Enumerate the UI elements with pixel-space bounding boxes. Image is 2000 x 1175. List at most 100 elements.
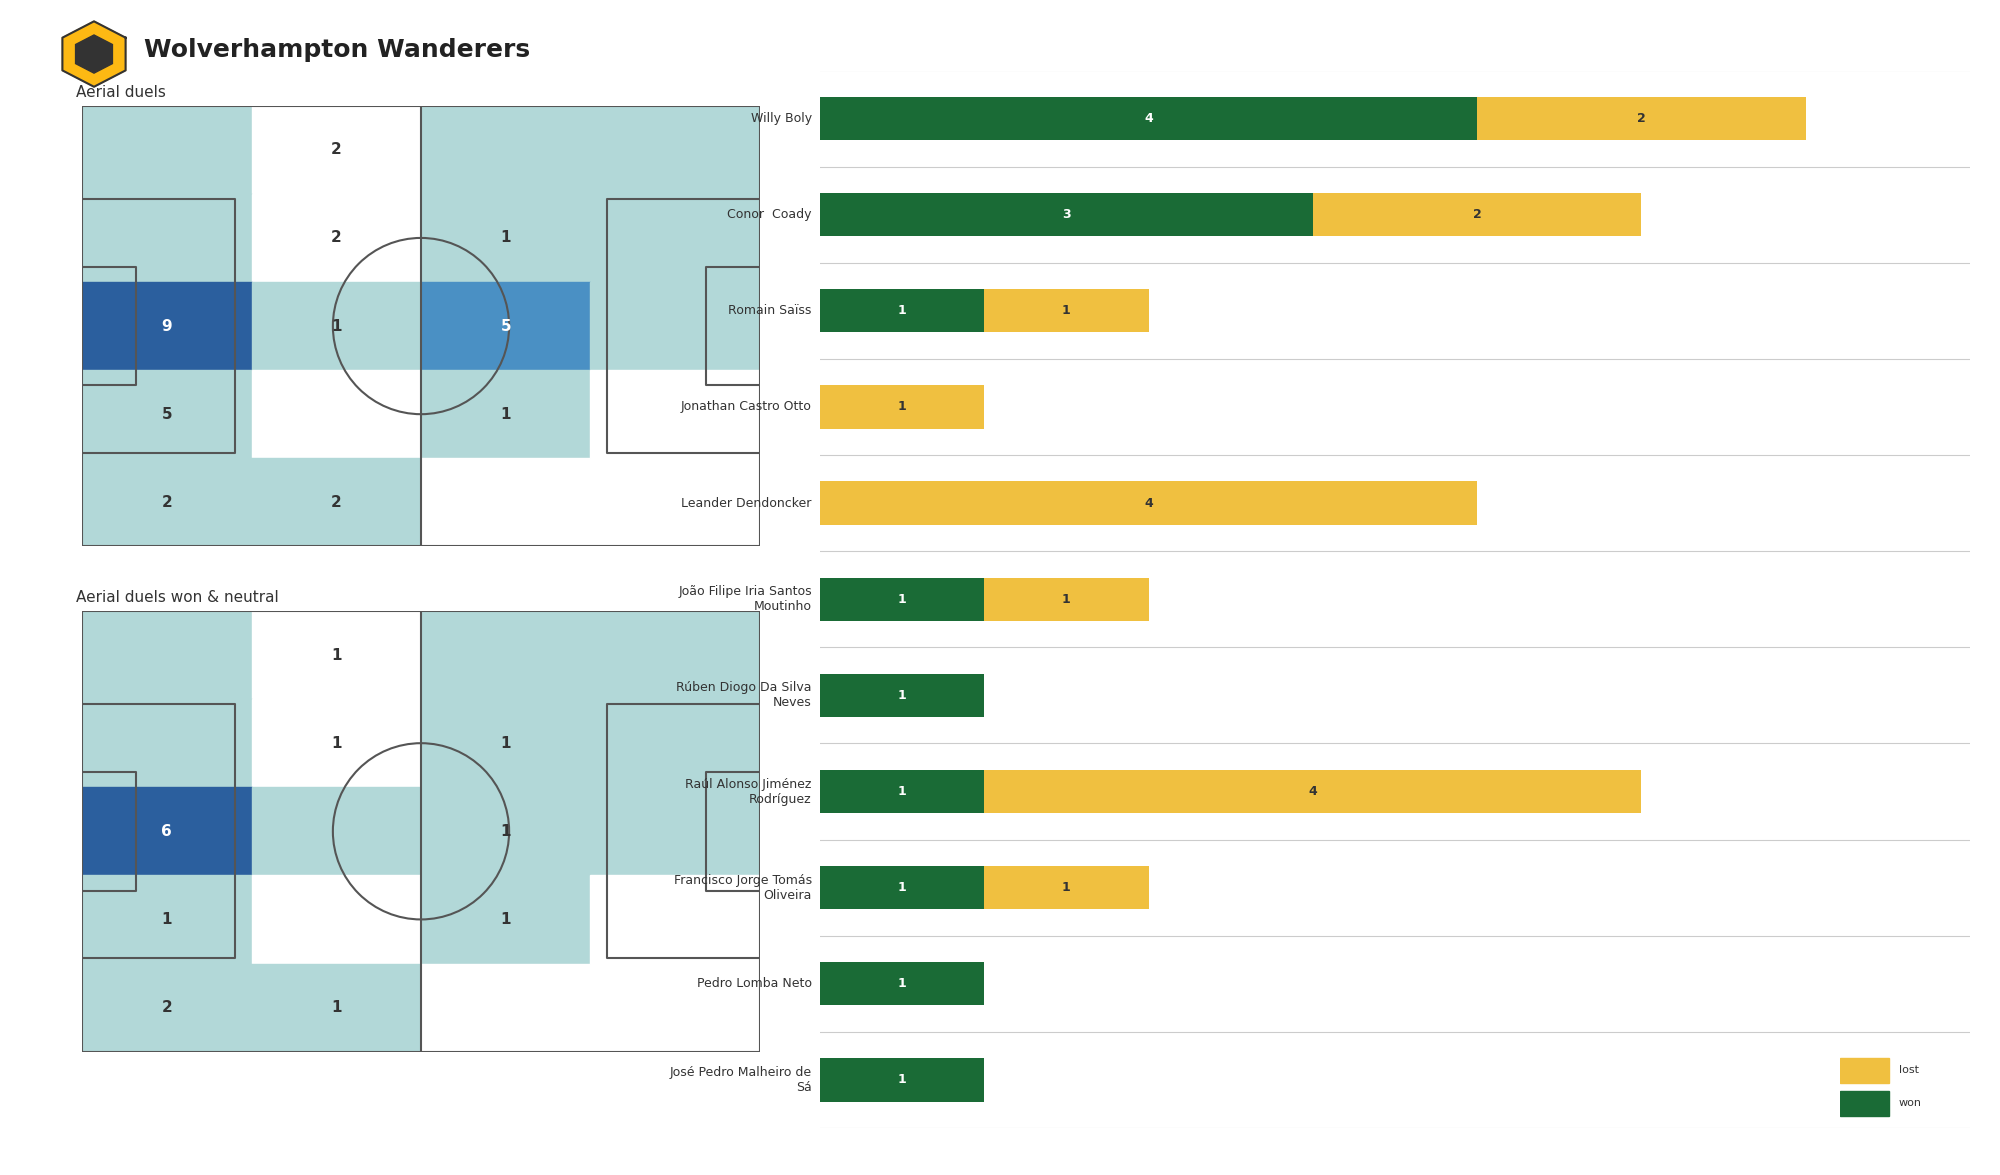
Text: 2: 2 [330, 230, 342, 246]
Bar [820, 962, 984, 1006]
Text: 1: 1 [898, 881, 906, 894]
Bar [590, 699, 760, 787]
Text: 2: 2 [330, 142, 342, 157]
Text: 1: 1 [500, 824, 510, 839]
Text: 1: 1 [500, 736, 510, 751]
Bar [420, 370, 590, 458]
Polygon shape [62, 21, 126, 87]
Text: 1: 1 [898, 304, 906, 317]
Bar [984, 578, 1148, 620]
Text: won: won [1898, 1099, 1922, 1108]
Bar [590, 963, 760, 1052]
Text: 2: 2 [162, 1000, 172, 1015]
Text: 5: 5 [500, 318, 512, 334]
Bar [590, 458, 760, 546]
Text: 1: 1 [898, 592, 906, 606]
Text: 1: 1 [332, 318, 342, 334]
Bar [82, 370, 252, 458]
Text: 1: 1 [1062, 304, 1070, 317]
Bar [820, 482, 1478, 525]
Bar [590, 875, 760, 964]
Text: 3: 3 [1062, 208, 1070, 221]
Bar [82, 106, 252, 194]
Text: 4: 4 [1144, 497, 1152, 510]
Text: João Filipe Iria Santos
Moutinho: João Filipe Iria Santos Moutinho [678, 585, 812, 613]
Bar [82, 611, 252, 699]
Bar [1478, 98, 1806, 140]
Text: 9: 9 [162, 318, 172, 334]
Text: 1: 1 [898, 978, 906, 991]
Text: Francisco Jorge Tomás
Oliveira: Francisco Jorge Tomás Oliveira [674, 874, 812, 901]
Bar [1840, 1090, 1888, 1116]
Bar [820, 289, 984, 333]
Text: Wolverhampton Wanderers: Wolverhampton Wanderers [144, 38, 530, 61]
Text: Aerial duels won & neutral: Aerial duels won & neutral [76, 590, 278, 605]
Text: Jonathan Castro Otto: Jonathan Castro Otto [680, 401, 812, 414]
Bar [820, 385, 984, 429]
Bar [590, 106, 760, 194]
Text: 2: 2 [1638, 112, 1646, 125]
Bar [590, 611, 760, 699]
Bar [420, 611, 590, 699]
Text: 1: 1 [898, 689, 906, 701]
Bar [590, 370, 760, 458]
Bar [252, 699, 420, 787]
Bar [820, 1059, 984, 1102]
Bar [590, 282, 760, 370]
Text: 4: 4 [1144, 112, 1152, 125]
Text: 1: 1 [332, 1000, 342, 1015]
Bar [82, 963, 252, 1052]
Bar [820, 770, 984, 813]
Bar [82, 875, 252, 964]
Text: 1: 1 [898, 785, 906, 798]
Text: 4: 4 [1308, 785, 1318, 798]
Bar [420, 963, 590, 1052]
Text: Romain Saïss: Romain Saïss [728, 304, 812, 317]
Text: José Pedro Malheiro de
Sá: José Pedro Malheiro de Sá [670, 1066, 812, 1094]
Bar [252, 194, 420, 282]
Text: 1: 1 [898, 401, 906, 414]
Bar [590, 194, 760, 282]
Text: 2: 2 [330, 495, 342, 510]
Bar [984, 289, 1148, 333]
Bar [984, 770, 1642, 813]
Bar [82, 699, 252, 787]
Text: 1: 1 [1062, 592, 1070, 606]
Bar [252, 787, 420, 875]
Bar [420, 106, 590, 194]
Bar [252, 458, 420, 546]
Text: Pedro Lomba Neto: Pedro Lomba Neto [696, 978, 812, 991]
Text: Aerial duels: Aerial duels [76, 85, 166, 100]
Bar [252, 370, 420, 458]
Bar [1840, 1058, 1888, 1083]
Bar [420, 699, 590, 787]
Bar [820, 866, 984, 909]
Text: 2: 2 [162, 495, 172, 510]
Bar [252, 106, 420, 194]
Text: Leander Dendoncker: Leander Dendoncker [682, 497, 812, 510]
Text: 5: 5 [162, 407, 172, 422]
Text: 1: 1 [898, 1074, 906, 1087]
Text: 2: 2 [1472, 208, 1482, 221]
Text: 1: 1 [1062, 881, 1070, 894]
Bar [82, 787, 252, 875]
Bar [420, 875, 590, 964]
Bar [252, 282, 420, 370]
Polygon shape [76, 35, 112, 73]
Text: 1: 1 [332, 647, 342, 663]
Bar [820, 98, 1478, 140]
Bar [252, 875, 420, 964]
Bar [820, 193, 1312, 236]
Text: Rúben Diogo Da Silva
Neves: Rúben Diogo Da Silva Neves [676, 682, 812, 710]
Text: 6: 6 [162, 824, 172, 839]
Text: Willy Boly: Willy Boly [750, 112, 812, 125]
Bar [820, 673, 984, 717]
Text: 1: 1 [500, 407, 510, 422]
Bar [590, 787, 760, 875]
Bar [252, 963, 420, 1052]
Bar [984, 866, 1148, 909]
Text: 1: 1 [500, 912, 510, 927]
Bar [252, 611, 420, 699]
Text: Raúl Alonso Jiménez
Rodríguez: Raúl Alonso Jiménez Rodríguez [686, 778, 812, 806]
Text: 1: 1 [332, 736, 342, 751]
